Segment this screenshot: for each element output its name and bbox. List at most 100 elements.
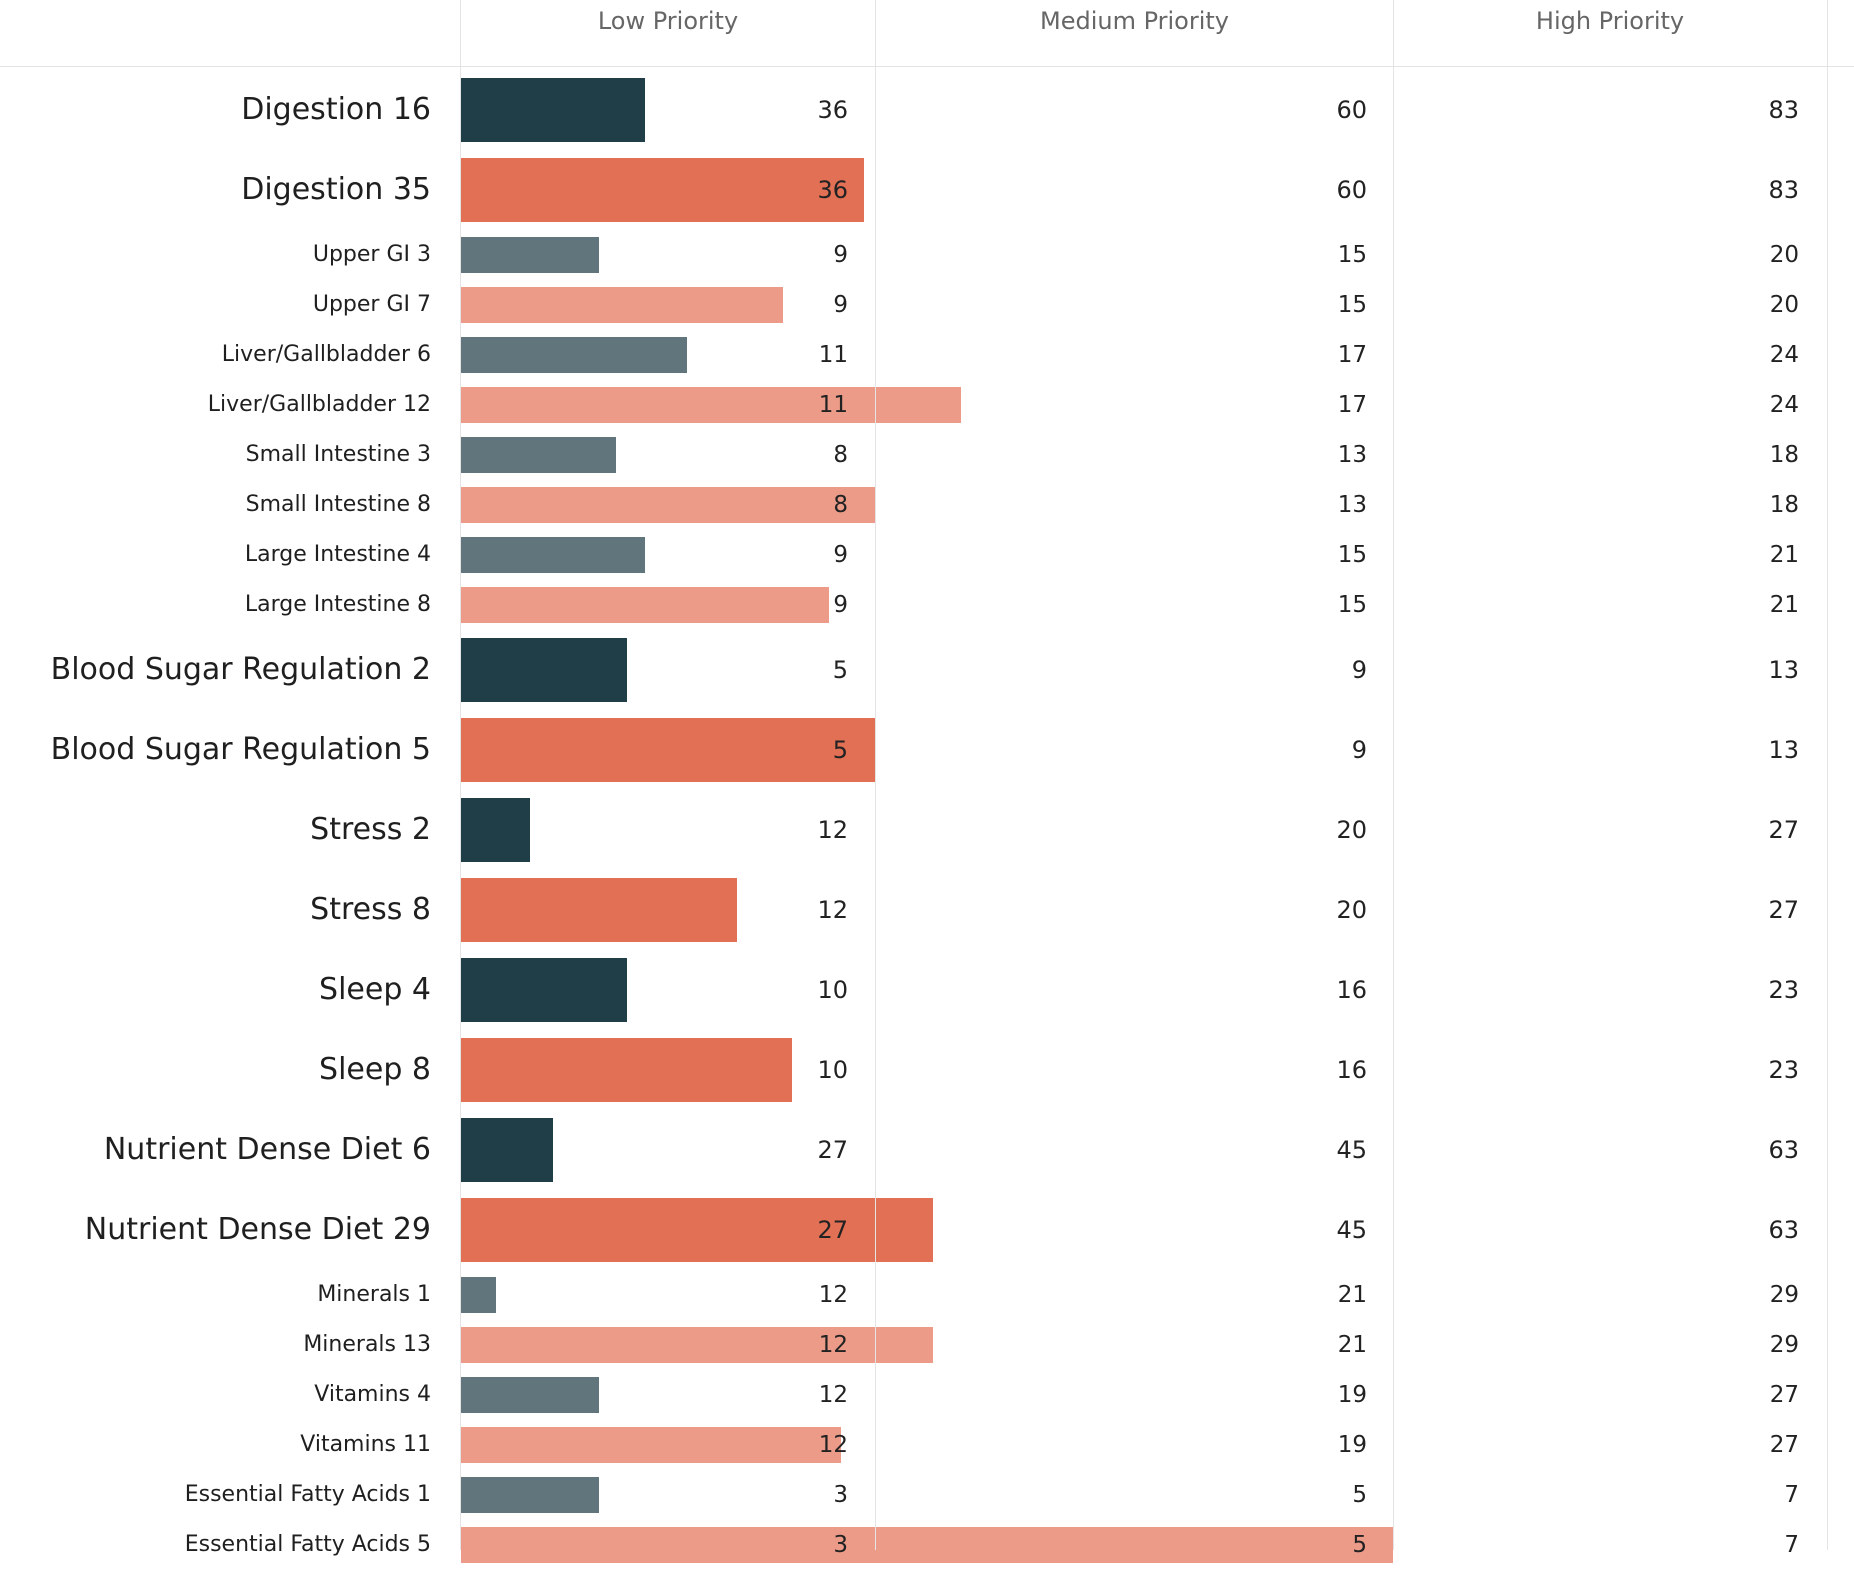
bar-reference <box>461 487 875 523</box>
threshold-high-value: 21 <box>1769 592 1799 618</box>
bar-current <box>461 537 645 573</box>
low-medium-divider <box>875 0 876 1550</box>
bar-current <box>461 1118 553 1182</box>
row-label: Stress 8 <box>310 892 431 927</box>
threshold-high-value: 24 <box>1769 392 1799 418</box>
row-label: Liver/Gallbladder 12 <box>207 392 431 417</box>
threshold-high-value: 29 <box>1769 1332 1799 1358</box>
threshold-medium-value: 45 <box>1336 1136 1367 1164</box>
threshold-low-value: 27 <box>817 1136 848 1164</box>
row-label: Sleep 4 <box>319 972 431 1007</box>
threshold-low-value: 11 <box>818 342 848 368</box>
bar-current <box>461 1377 599 1413</box>
threshold-low-value: 12 <box>818 1432 848 1458</box>
row-label: Blood Sugar Regulation 5 <box>50 732 431 767</box>
threshold-high-value: 83 <box>1768 96 1799 124</box>
column-header-medium: Medium Priority <box>1039 7 1229 35</box>
threshold-medium-value: 20 <box>1336 896 1367 924</box>
row-label: Liver/Gallbladder 6 <box>221 342 431 367</box>
threshold-low-value: 12 <box>818 1282 848 1308</box>
row-label: Upper GI 3 <box>312 242 431 267</box>
bar-reference <box>461 587 829 623</box>
bar-reference <box>461 287 783 323</box>
bar-current <box>461 237 599 273</box>
bar-current <box>461 1477 599 1513</box>
chart-row: Stress 8 12 20 27 <box>0 870 1854 950</box>
threshold-high-value: 18 <box>1769 492 1799 518</box>
chart-right-border <box>1827 0 1828 1550</box>
threshold-high-value: 29 <box>1769 1282 1799 1308</box>
threshold-low-value: 12 <box>817 896 848 924</box>
bar-current <box>461 78 645 142</box>
threshold-medium-value: 5 <box>1352 1482 1367 1508</box>
threshold-medium-value: 15 <box>1337 292 1367 318</box>
threshold-high-value: 13 <box>1768 656 1799 684</box>
threshold-high-value: 27 <box>1768 896 1799 924</box>
row-label: Minerals 1 <box>317 1282 431 1307</box>
threshold-medium-value: 21 <box>1337 1332 1367 1358</box>
row-label: Digestion 16 <box>241 92 431 127</box>
bar-reference <box>461 158 864 222</box>
threshold-low-value: 9 <box>833 292 848 318</box>
threshold-medium-value: 21 <box>1337 1282 1367 1308</box>
threshold-high-value: 13 <box>1768 736 1799 764</box>
bar-reference <box>461 878 737 942</box>
row-label: Large Intestine 8 <box>244 592 431 617</box>
chart-row: Sleep 4 10 16 23 <box>0 950 1854 1030</box>
chart-row: Blood Sugar Regulation 2 5 9 13 <box>0 630 1854 710</box>
chart-row: Liver/Gallbladder 12 11 17 24 <box>0 380 1854 430</box>
threshold-low-value: 12 <box>818 1332 848 1358</box>
row-label: Upper GI 7 <box>312 292 431 317</box>
bar-reference <box>461 1038 793 1102</box>
bar-reference <box>461 1198 933 1262</box>
row-label: Essential Fatty Acids 5 <box>184 1532 431 1557</box>
row-label: Nutrient Dense Diet 6 <box>103 1132 431 1167</box>
threshold-high-value: 23 <box>1768 976 1799 1004</box>
threshold-low-value: 12 <box>817 816 848 844</box>
chart-row: Digestion 35 36 60 83 <box>0 150 1854 230</box>
threshold-medium-value: 60 <box>1336 176 1367 204</box>
threshold-low-value: 5 <box>832 656 848 684</box>
header-divider <box>0 66 1854 67</box>
threshold-high-value: 27 <box>1769 1432 1799 1458</box>
chart-row: Upper GI 7 9 15 20 <box>0 280 1854 330</box>
chart-row: Nutrient Dense Diet 29 27 45 63 <box>0 1190 1854 1270</box>
threshold-low-value: 9 <box>833 242 848 268</box>
bar-current <box>461 437 617 473</box>
threshold-medium-value: 15 <box>1337 542 1367 568</box>
row-label: Stress 2 <box>310 812 431 847</box>
threshold-medium-value: 5 <box>1352 1532 1367 1558</box>
threshold-medium-value: 9 <box>1351 736 1367 764</box>
row-label: Small Intestine 8 <box>245 492 431 517</box>
threshold-medium-value: 15 <box>1337 592 1367 618</box>
chart-row: Nutrient Dense Diet 6 27 45 63 <box>0 1110 1854 1190</box>
chart-row: Vitamins 4 12 19 27 <box>0 1370 1854 1420</box>
threshold-low-value: 9 <box>833 542 848 568</box>
chart-row: Large Intestine 4 9 15 21 <box>0 530 1854 580</box>
bar-reference <box>461 387 962 423</box>
row-label: Digestion 35 <box>241 172 431 207</box>
threshold-high-value: 83 <box>1768 176 1799 204</box>
threshold-medium-value: 13 <box>1337 442 1367 468</box>
threshold-medium-value: 60 <box>1336 96 1367 124</box>
threshold-low-value: 11 <box>818 392 848 418</box>
row-label: Vitamins 11 <box>300 1432 431 1457</box>
row-label: Sleep 8 <box>319 1052 431 1087</box>
threshold-high-value: 27 <box>1768 816 1799 844</box>
threshold-high-value: 63 <box>1768 1136 1799 1164</box>
bar-reference <box>461 1527 1393 1563</box>
threshold-high-value: 20 <box>1769 292 1799 318</box>
threshold-high-value: 7 <box>1784 1532 1799 1558</box>
threshold-high-value: 23 <box>1768 1056 1799 1084</box>
bar-current <box>461 798 530 862</box>
chart-row: Liver/Gallbladder 6 11 17 24 <box>0 330 1854 380</box>
threshold-medium-value: 20 <box>1336 816 1367 844</box>
threshold-low-value: 10 <box>817 976 848 1004</box>
chart-row: Sleep 8 10 16 23 <box>0 1030 1854 1110</box>
threshold-high-value: 27 <box>1769 1382 1799 1408</box>
threshold-medium-value: 17 <box>1337 392 1367 418</box>
threshold-low-value: 36 <box>817 96 848 124</box>
bar-current <box>461 958 627 1022</box>
threshold-low-value: 12 <box>818 1382 848 1408</box>
